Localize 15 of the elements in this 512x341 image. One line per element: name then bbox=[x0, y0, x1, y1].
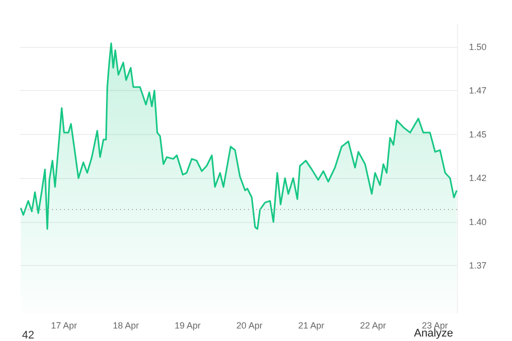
text: 42 bbox=[22, 330, 34, 341]
y-tick-label: 1.37 bbox=[469, 260, 487, 271]
text: Analyze bbox=[414, 328, 454, 340]
x-tick-label: 20 Apr bbox=[236, 320, 262, 330]
x-tick-label: 19 Apr bbox=[174, 320, 201, 330]
y-tick-label: 1.45 bbox=[469, 129, 487, 140]
y-tick-label: 1.50 bbox=[469, 42, 487, 52]
x-tick-label: 21 Apr bbox=[298, 320, 324, 330]
x-tick-label: 17 Apr bbox=[51, 320, 78, 330]
x-tick-label: 23 Apr bbox=[422, 320, 448, 330]
y-tick-label: 1.42 bbox=[469, 173, 487, 184]
y-tick-label: 1.40 bbox=[469, 216, 487, 227]
y-tick-label: 1.47 bbox=[469, 86, 487, 96]
x-tick-label: 22 Apr bbox=[360, 320, 386, 330]
x-tick-label: 18 Apr bbox=[112, 320, 139, 330]
